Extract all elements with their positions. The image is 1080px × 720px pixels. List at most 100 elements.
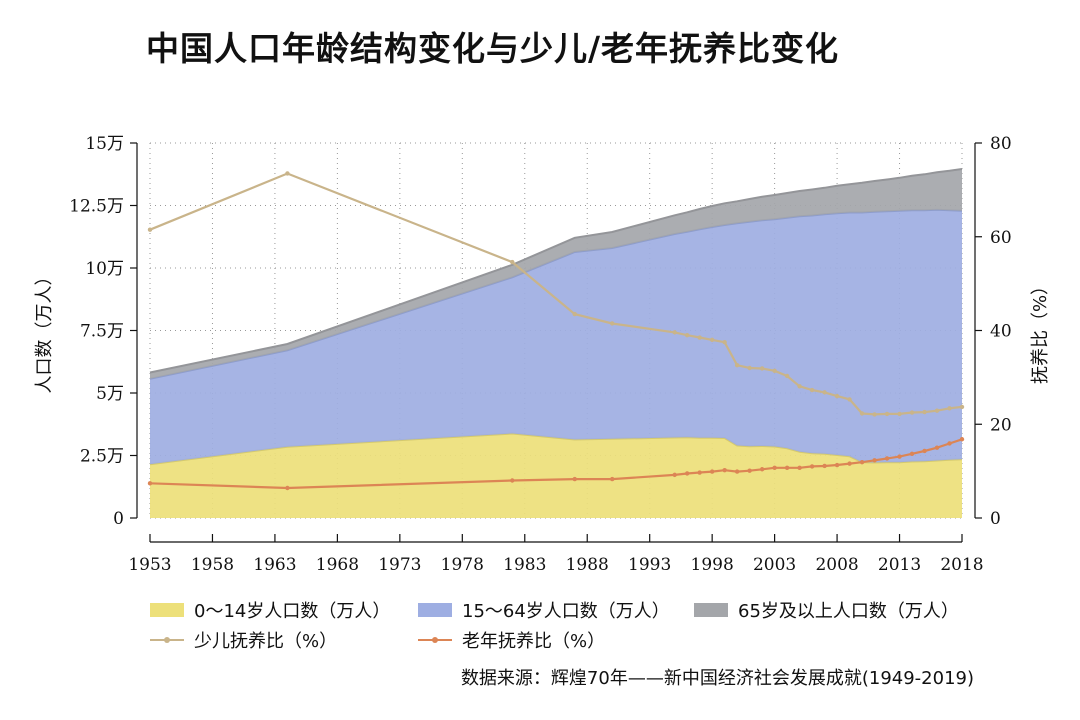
line-point-1 (760, 467, 764, 471)
legend-item-elderly-ratio[interactable]: 老年抚养比（%） (418, 627, 605, 653)
line-point-0 (747, 366, 751, 370)
y-left-tick-label: 0 (113, 509, 124, 529)
line-point-0 (860, 411, 864, 415)
line-point-1 (860, 460, 864, 464)
legend-swatch-age-65-plus (694, 603, 728, 617)
line-point-1 (697, 470, 701, 474)
y-left-tick-label: 10万 (85, 259, 124, 279)
line-point-1 (285, 486, 289, 490)
line-point-0 (685, 333, 689, 337)
legend-swatch-age-15-64 (418, 603, 452, 617)
x-tick-label: 1978 (441, 555, 484, 575)
line-point-1 (935, 445, 939, 449)
line-point-0 (610, 321, 614, 325)
line-point-1 (822, 464, 826, 468)
line-point-0 (573, 312, 577, 316)
line-point-1 (897, 454, 901, 458)
line-point-1 (785, 466, 789, 470)
line-point-1 (148, 481, 152, 485)
x-tick-label: 1968 (316, 555, 359, 575)
y-right-tick-label: 0 (990, 509, 1001, 529)
line-point-0 (885, 412, 889, 416)
line-point-0 (922, 410, 926, 414)
y-left-tick-label: 7.5万 (80, 322, 124, 342)
line-point-1 (510, 478, 514, 482)
line-point-0 (810, 388, 814, 392)
legend-item-youth-ratio[interactable]: 少儿抚养比（%） (150, 627, 337, 653)
legend-label-age-65-plus: 65岁及以上人口数（万人） (738, 597, 959, 623)
line-point-0 (910, 410, 914, 414)
line-point-0 (822, 390, 826, 394)
line-point-0 (960, 405, 964, 409)
y-left-tick-label: 12.5万 (69, 197, 124, 217)
y-right-axis-title: 抚养比（%） (1030, 277, 1051, 384)
y-right-tick-label: 40 (990, 322, 1012, 342)
y-left-axis-title: 人口数（万人） (34, 268, 55, 394)
legend-item-age-0-14[interactable]: 0～14岁人口数（万人） (150, 597, 390, 623)
line-point-0 (148, 228, 152, 232)
x-tick-label: 1973 (378, 555, 421, 575)
legend-label-youth-ratio: 少儿抚养比（%） (194, 627, 337, 653)
x-tick-label: 2018 (940, 555, 983, 575)
y-left-tick-label: 2.5万 (80, 447, 124, 467)
line-point-0 (935, 408, 939, 412)
line-point-0 (710, 338, 714, 342)
legend-item-age-65-plus[interactable]: 65岁及以上人口数（万人） (694, 597, 959, 623)
y-right-tick-label: 20 (990, 415, 1012, 435)
line-point-0 (510, 260, 514, 264)
x-tick-label: 1983 (503, 555, 546, 575)
line-point-1 (573, 477, 577, 481)
legend-item-age-15-64[interactable]: 15～64岁人口数（万人） (418, 597, 670, 623)
line-point-1 (797, 466, 801, 470)
line-point-1 (722, 468, 726, 472)
line-point-0 (835, 394, 839, 398)
line-point-1 (810, 464, 814, 468)
legend-label-age-0-14: 0～14岁人口数（万人） (194, 597, 390, 623)
line-point-1 (772, 466, 776, 470)
line-point-1 (910, 452, 914, 456)
line-point-1 (922, 449, 926, 453)
legend-label-elderly-ratio: 老年抚养比（%） (462, 627, 605, 653)
line-point-0 (947, 406, 951, 410)
x-tick-label: 2008 (815, 555, 858, 575)
line-point-0 (897, 412, 901, 416)
x-tick-label: 1998 (691, 555, 734, 575)
line-point-1 (947, 441, 951, 445)
x-tick-label: 1953 (128, 555, 171, 575)
legend-label-age-15-64: 15～64岁人口数（万人） (462, 597, 670, 623)
line-point-1 (710, 469, 714, 473)
y-right-tick-label: 60 (990, 228, 1012, 248)
line-point-0 (285, 171, 289, 175)
line-point-0 (872, 412, 876, 416)
legend-swatch-elderly-ratio (418, 633, 452, 647)
line-point-1 (672, 473, 676, 477)
line-point-0 (760, 366, 764, 370)
line-point-1 (960, 437, 964, 441)
line-point-0 (722, 340, 726, 344)
x-tick-label: 2013 (878, 555, 921, 575)
legend-swatch-youth-ratio (150, 633, 184, 647)
line-point-1 (685, 471, 689, 475)
legend-swatch-age-0-14 (150, 603, 184, 617)
line-point-0 (697, 335, 701, 339)
x-tick-label: 2003 (753, 555, 796, 575)
line-point-1 (885, 456, 889, 460)
line-point-0 (785, 374, 789, 378)
source-note: 数据来源：辉煌70年——新中国经济社会发展成就(1949-2019) (461, 664, 974, 690)
x-tick-label: 1988 (566, 555, 609, 575)
x-tick-label: 1958 (191, 555, 234, 575)
y-left-tick-label: 5万 (96, 384, 124, 404)
x-tick-label: 1993 (628, 555, 671, 575)
line-point-1 (610, 477, 614, 481)
line-point-0 (672, 330, 676, 334)
line-point-0 (847, 397, 851, 401)
line-point-0 (797, 384, 801, 388)
line-point-0 (772, 369, 776, 373)
line-point-0 (735, 363, 739, 367)
y-left-tick-label: 15万 (85, 134, 124, 154)
line-point-1 (872, 458, 876, 462)
y-right-tick-label: 80 (990, 134, 1012, 154)
line-point-1 (847, 461, 851, 465)
line-point-1 (747, 468, 751, 472)
x-tick-label: 1963 (253, 555, 296, 575)
